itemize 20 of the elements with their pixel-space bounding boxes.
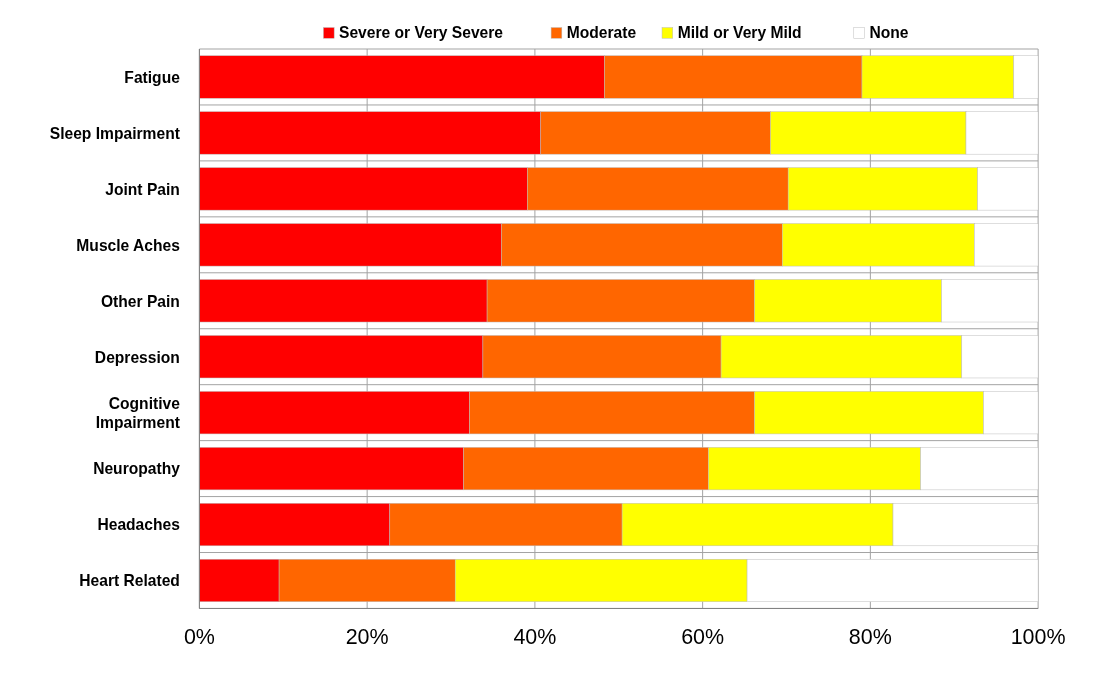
x-tick-label: 80%: [848, 624, 892, 649]
legend-label: Mild or Very Mild: [677, 24, 802, 42]
legend-label: Severe or Very Severe: [339, 24, 504, 42]
y-tick-label: Sleep Impairment: [49, 124, 180, 142]
y-tick-label: Depression: [94, 348, 180, 366]
x-tick-label: 20%: [345, 624, 389, 649]
x-tick-label: 60%: [681, 624, 725, 649]
y-tick-label: Muscle Aches: [76, 236, 181, 254]
legend-label: None: [869, 24, 909, 42]
x-tick-label: 40%: [513, 624, 557, 649]
x-tick-label: 0%: [183, 624, 215, 649]
y-tick-label: Neuropathy: [93, 460, 181, 478]
y-tick-label: Fatigue: [124, 68, 181, 86]
y-tick-label: Headaches: [97, 516, 181, 534]
legend-label: Moderate: [566, 24, 637, 42]
y-tick-label: Joint Pain: [105, 180, 180, 198]
y-tick-label: Other Pain: [100, 292, 180, 310]
y-tick-label: Heart Related: [79, 572, 180, 590]
x-tick-label: 100%: [1010, 624, 1066, 649]
y-tick-label: Cognitive Impairment: [95, 394, 181, 432]
